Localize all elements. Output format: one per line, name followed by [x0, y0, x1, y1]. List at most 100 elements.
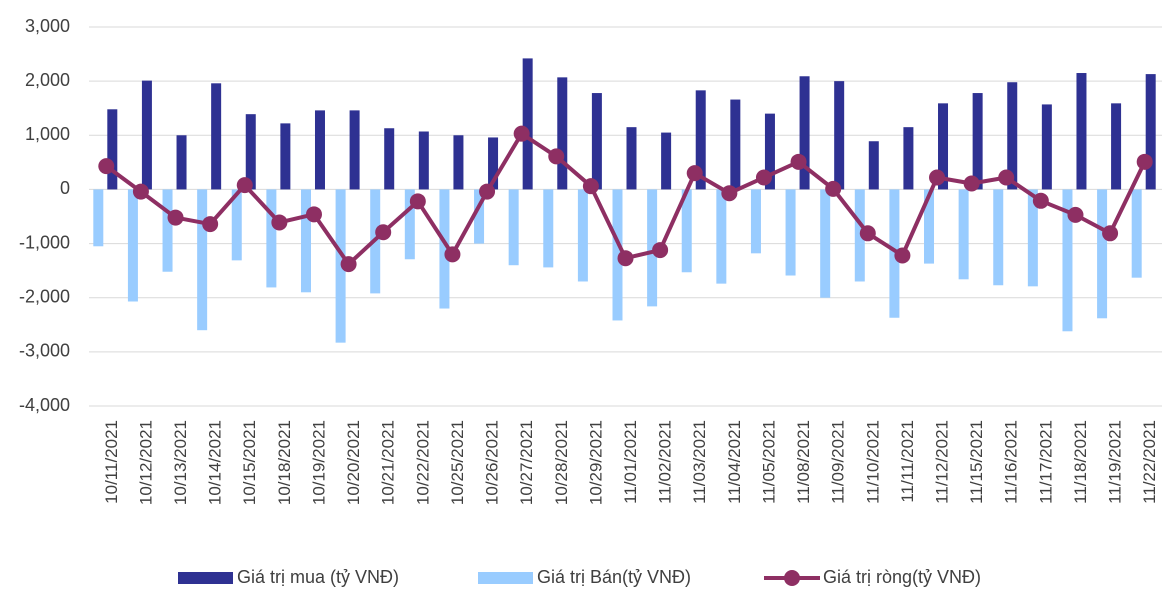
bar: [577, 189, 588, 282]
bar: [1145, 74, 1156, 190]
x-tick-label: 10/19/2021: [309, 420, 328, 505]
x-tick-label: 11/04/2021: [725, 420, 744, 504]
x-tick-label: 10/12/2021: [136, 420, 155, 505]
bar: [107, 109, 118, 190]
y-tick-label: 3,000: [25, 16, 70, 36]
x-tick-label: 11/02/2021: [656, 420, 675, 504]
x-tick-label: 10/11/2021: [102, 420, 121, 504]
bar: [1076, 73, 1087, 190]
marker: [167, 209, 184, 226]
bar: [972, 93, 983, 190]
x-tick-label: 10/21/2021: [379, 420, 398, 505]
x-tick-label: 11/19/2021: [1106, 420, 1125, 504]
marker: [1136, 153, 1153, 170]
y-tick-label: -1,000: [19, 232, 70, 252]
x-tick-label: 11/22/2021: [1140, 420, 1159, 504]
marker: [894, 247, 911, 264]
bar: [938, 103, 949, 190]
y-tick-label: 1,000: [25, 124, 70, 144]
bar: [474, 189, 485, 244]
bar: [1131, 189, 1142, 278]
x-tick-label: 10/18/2021: [275, 420, 294, 505]
bar: [508, 189, 519, 266]
bar: [280, 123, 291, 190]
x-tick-label: 11/18/2021: [1071, 420, 1090, 504]
marker: [548, 148, 565, 165]
legend-label: Giá trị ròng(tỷ VNĐ): [823, 567, 981, 587]
x-tick-label: 10/25/2021: [448, 420, 467, 505]
marker: [1102, 225, 1119, 242]
bar: [958, 189, 969, 280]
bar: [1111, 103, 1122, 190]
bar: [661, 132, 672, 190]
x-tick-label: 11/10/2021: [863, 420, 882, 504]
bar: [1097, 189, 1108, 319]
x-tick-label: 11/16/2021: [1002, 420, 1021, 504]
marker: [686, 165, 703, 182]
marker: [340, 256, 357, 273]
bar: [349, 110, 360, 190]
bar: [785, 189, 796, 276]
bar: [868, 141, 879, 190]
bar: [1027, 189, 1038, 287]
bar: [245, 114, 256, 190]
marker: [859, 225, 876, 242]
bar: [626, 127, 637, 190]
bar: [314, 110, 325, 190]
bar: [695, 90, 706, 190]
line: [105, 131, 1147, 267]
bar: [384, 128, 395, 190]
x-tick-label: 10/15/2021: [240, 420, 259, 505]
marker: [963, 175, 980, 192]
bar: [647, 189, 658, 307]
marker: [479, 183, 496, 200]
bar: [404, 189, 415, 260]
x-tick-label: 10/20/2021: [344, 420, 363, 505]
bar: [730, 99, 741, 190]
bar: [924, 189, 935, 264]
marker: [721, 185, 738, 202]
marker: [755, 169, 772, 186]
bar: [522, 58, 533, 190]
marker: [652, 242, 669, 259]
x-tick-label: 11/15/2021: [967, 420, 986, 504]
x-tick-label: 11/12/2021: [933, 420, 952, 504]
x-tick-label: 11/03/2021: [690, 420, 709, 504]
bar: [993, 189, 1004, 286]
marker: [790, 153, 807, 170]
bar: [418, 131, 429, 190]
y-tick-label: -4,000: [19, 395, 70, 415]
x-tick-label: 10/28/2021: [552, 420, 571, 505]
bar: [612, 189, 623, 321]
bar: [231, 189, 242, 261]
marker: [305, 206, 322, 223]
bar: [162, 189, 173, 272]
marker: [582, 178, 599, 195]
bar: [903, 127, 914, 190]
marker: [513, 125, 530, 142]
bar: [1041, 104, 1052, 190]
bar: [127, 189, 138, 302]
y-tick-label: 0: [60, 178, 70, 198]
marker: [409, 193, 426, 210]
marker: [617, 250, 634, 267]
bar: [834, 81, 845, 190]
bar: [141, 80, 152, 190]
marker: [998, 169, 1015, 186]
bar: [211, 83, 222, 190]
bar: [453, 135, 464, 190]
marker: [132, 183, 149, 200]
bar: [557, 77, 568, 190]
x-tick-label: 10/27/2021: [517, 420, 536, 505]
marker: [1067, 206, 1084, 223]
bar: [488, 137, 499, 190]
legend-swatch: [178, 572, 233, 584]
x-tick-label: 11/17/2021: [1036, 420, 1055, 504]
x-tick-label: 10/29/2021: [586, 420, 605, 505]
marker: [825, 180, 842, 197]
y-tick-label: -2,000: [19, 286, 70, 306]
x-tick-label: 11/11/2021: [898, 420, 917, 503]
legend-swatch: [784, 570, 800, 586]
